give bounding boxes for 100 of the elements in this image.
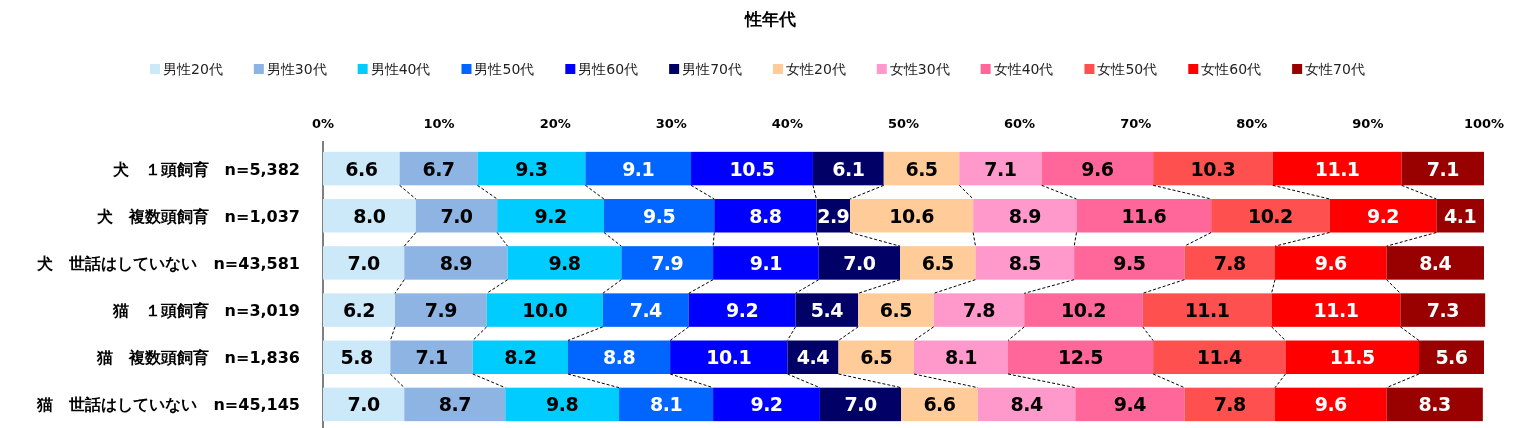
data-label: 7.1 <box>984 157 1017 180</box>
bar <box>1386 246 1484 280</box>
legend-label: 女性30代 <box>889 61 950 77</box>
bar <box>585 151 692 186</box>
data-label: 5.8 <box>340 346 374 369</box>
bar <box>507 246 622 280</box>
data-label: 9.2 <box>534 204 567 227</box>
x-tick-label: 20% <box>539 116 571 131</box>
bar <box>670 340 788 374</box>
x-tick-label: 60% <box>1004 116 1036 131</box>
bar <box>975 246 1075 280</box>
data-label: 7.9 <box>651 251 684 274</box>
x-tick-label: 80% <box>1236 116 1268 131</box>
bar <box>477 151 586 186</box>
data-label: 9.1 <box>622 157 655 180</box>
data-label: 7.8 <box>962 299 996 322</box>
data-label: 9.2 <box>1366 204 1400 227</box>
data-label: 7.0 <box>843 251 876 274</box>
legend-label: 女性60代 <box>1201 61 1262 77</box>
bar <box>1076 199 1212 233</box>
bar <box>713 387 820 422</box>
y-tick-label: 猫 １頭飼育 n=3,019 <box>111 301 300 321</box>
bar <box>1271 293 1401 327</box>
bar <box>1153 340 1286 374</box>
legend-label: 女性40代 <box>993 61 1054 77</box>
data-label: 6.5 <box>905 157 938 180</box>
data-label: 7.0 <box>440 204 473 227</box>
bar <box>688 293 796 327</box>
data-label: 10.2 <box>1061 299 1106 322</box>
data-label: 8.4 <box>1010 393 1043 416</box>
data-label: 7.8 <box>1213 393 1247 416</box>
data-label: 11.1 <box>1184 299 1230 322</box>
data-label: 7.3 <box>1426 299 1459 322</box>
data-label: 10.0 <box>522 299 568 322</box>
data-label: 7.1 <box>415 346 448 369</box>
data-label: 8.0 <box>353 204 386 227</box>
bar <box>1272 151 1402 186</box>
data-label: 6.7 <box>422 157 455 180</box>
data-label: 6.6 <box>345 157 378 180</box>
bar <box>1275 387 1387 422</box>
bar <box>323 387 405 422</box>
data-label: 2.9 <box>817 204 850 227</box>
bar <box>415 199 498 233</box>
data-label: 7.1 <box>1426 157 1459 180</box>
data-label: 9.8 <box>546 393 579 416</box>
bar <box>913 340 1008 374</box>
x-tick-label: 30% <box>655 116 687 131</box>
bar <box>959 151 1042 186</box>
data-label: 11.6 <box>1121 204 1167 227</box>
data-label: 9.3 <box>515 157 548 180</box>
bar <box>1184 246 1276 280</box>
data-label: 9.6 <box>1314 251 1348 274</box>
data-label: 6.5 <box>921 251 954 274</box>
data-label: 5.4 <box>810 299 844 322</box>
bar <box>1401 151 1484 186</box>
legend-label: 男性70代 <box>682 61 742 77</box>
data-label: 4.1 <box>1444 204 1477 227</box>
data-label: 11.4 <box>1196 346 1242 369</box>
legend-label: 女性50代 <box>1097 61 1158 77</box>
bar <box>602 293 689 327</box>
bar <box>472 340 568 374</box>
bar <box>323 293 395 327</box>
y-tick-label: 猫 複数頭飼育 n=1,836 <box>95 348 300 368</box>
data-label: 10.3 <box>1190 157 1236 180</box>
x-tick-label: 40% <box>771 116 803 131</box>
bar <box>713 246 819 280</box>
bar <box>486 293 603 327</box>
data-label: 8.4 <box>1419 251 1452 274</box>
bar <box>567 340 671 374</box>
bar <box>691 151 813 186</box>
bar <box>1285 340 1419 374</box>
bar <box>1386 387 1483 422</box>
bar <box>973 199 1077 233</box>
y-tick-label: 犬 １頭飼育 n=5,382 <box>111 159 300 179</box>
bar <box>603 199 715 233</box>
bar <box>390 340 473 374</box>
data-label: 12.5 <box>1058 346 1103 369</box>
bar <box>394 293 487 327</box>
bar <box>1184 387 1276 422</box>
y-tick-label: 犬 世話はしていない n=43,581 <box>36 253 300 273</box>
data-label: 8.8 <box>602 346 636 369</box>
data-label: 9.5 <box>1113 251 1146 274</box>
legend-label: 男性50代 <box>474 61 535 77</box>
data-label: 9.6 <box>1314 393 1348 416</box>
data-label: 9.4 <box>1113 393 1147 416</box>
y-tick-label: 犬 複数頭飼育 n=1,037 <box>95 206 300 226</box>
bar <box>1075 387 1185 422</box>
bar <box>1007 340 1154 374</box>
data-label: 10.5 <box>729 157 775 180</box>
data-label: 10.1 <box>706 346 752 369</box>
bar <box>404 246 508 280</box>
data-label: 11.5 <box>1329 346 1375 369</box>
bar <box>619 387 714 422</box>
data-label: 8.1 <box>649 393 683 416</box>
chart-title: 性年代 <box>743 9 796 29</box>
data-label: 7.0 <box>347 393 380 416</box>
data-label: 8.5 <box>1008 251 1041 274</box>
legend-label: 女性70代 <box>1305 61 1365 77</box>
bar <box>1329 199 1437 233</box>
bar <box>497 199 604 233</box>
